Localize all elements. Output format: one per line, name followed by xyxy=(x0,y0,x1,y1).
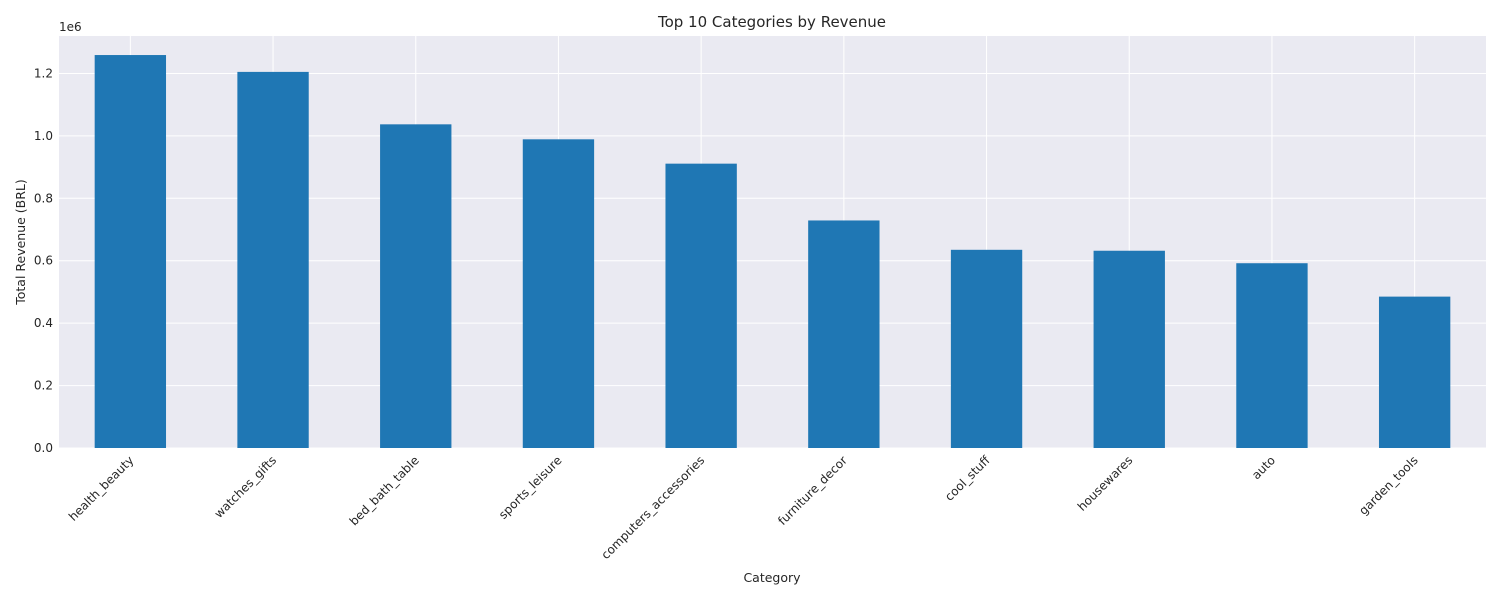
y-tick-label: 0.6 xyxy=(34,254,53,268)
y-axis-offset-label: 1e6 xyxy=(59,20,82,34)
bar-sports_leisure xyxy=(522,139,595,448)
y-tick-label: 0.0 xyxy=(34,441,53,455)
y-tick-label: 0.2 xyxy=(34,379,53,393)
x-tick-label: watches_gifts xyxy=(212,453,280,521)
bar-garden_tools xyxy=(1378,296,1451,448)
y-axis-label: Total Revenue (BRL) xyxy=(13,179,28,306)
y-tick-label: 0.4 xyxy=(34,316,53,330)
x-tick-label: auto xyxy=(1249,453,1278,482)
bar-auto xyxy=(1236,263,1308,448)
y-tick-label: 0.8 xyxy=(34,191,53,205)
x-tick-label: bed_bath_table xyxy=(347,453,422,528)
x-tick-label: cool_stuff xyxy=(942,453,993,504)
x-tick-label: garden_tools xyxy=(1356,453,1421,518)
y-tick-label: 1.0 xyxy=(34,129,53,143)
chart-title: Top 10 Categories by Revenue xyxy=(657,13,886,31)
y-tick-label: 1.2 xyxy=(34,66,53,80)
y-axis-ticks: 0.0 0.2 0.4 0.6 0.8 1.0 1.2 xyxy=(34,66,53,455)
x-axis-ticks: health_beauty watches_gifts bed_bath_table… xyxy=(66,453,1421,562)
bar-housewares xyxy=(1093,250,1165,448)
bar-watches_gifts xyxy=(237,71,309,449)
bars xyxy=(94,55,1451,449)
x-tick-label: sports_leisure xyxy=(496,453,565,522)
bar-cool_stuff xyxy=(950,249,1023,448)
x-tick-label: health_beauty xyxy=(66,453,137,524)
bar-bed_bath_table xyxy=(380,124,452,449)
bar-health_beauty xyxy=(94,55,167,448)
x-axis-label: Category xyxy=(743,570,801,585)
x-tick-label: furniture_decor xyxy=(775,453,850,528)
x-tick-label: computers_accessories xyxy=(599,453,708,562)
bar-furniture_decor xyxy=(808,220,880,448)
x-tick-label: housewares xyxy=(1075,453,1136,514)
bar-computers_accessories xyxy=(665,163,737,448)
